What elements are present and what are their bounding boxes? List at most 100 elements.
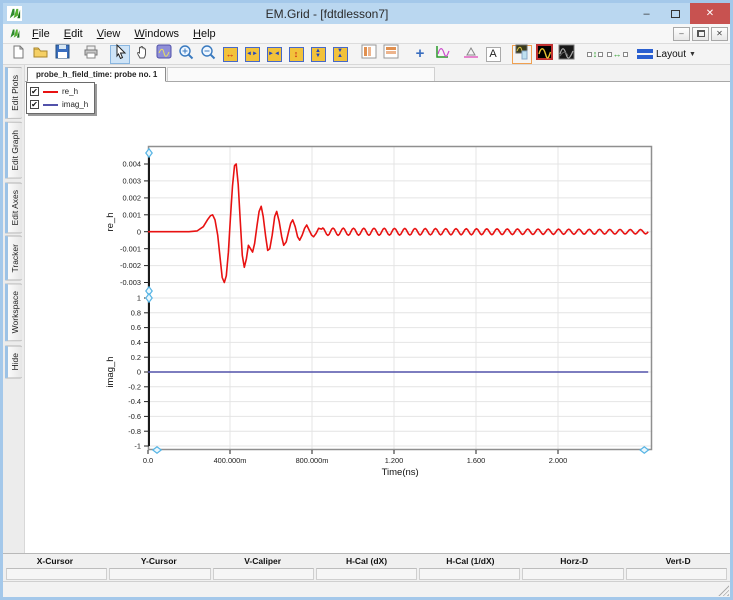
sidebar-tab-edit-axes[interactable]: Edit Axes	[5, 181, 22, 233]
tracker-field-label: X-Cursor	[36, 555, 74, 566]
sidebar-tab-workspace[interactable]: Workspace	[5, 283, 22, 342]
fit-vertical-button[interactable]: ↕	[585, 45, 605, 64]
toolbar-separator	[453, 45, 460, 64]
tracker-field-label: Y-Cursor	[140, 555, 177, 566]
hand-icon	[135, 44, 150, 64]
legend-checkbox-re_h[interactable]: ✔	[30, 87, 39, 96]
tracker-field-value	[212, 567, 314, 580]
series-re_h	[148, 163, 649, 284]
legend-item-re_h: ✔ re_h	[30, 85, 88, 98]
text-tool-button[interactable]: A	[483, 45, 503, 64]
x-tick-label: 1.200	[385, 456, 404, 465]
zoom-in-button[interactable]	[176, 44, 196, 65]
stretch-y-axis-button[interactable]: ▲ ▼	[308, 45, 328, 64]
expand-x-axis-button[interactable]: ↔	[220, 45, 240, 64]
minimize-button[interactable]: –	[643, 7, 650, 20]
save-file-button[interactable]	[52, 44, 72, 64]
tracker-field-value	[419, 567, 521, 580]
menu-windows[interactable]: Windows	[134, 27, 180, 40]
document-tabbar: probe_h_field_time: probe no. 1	[25, 65, 730, 82]
cross-icon: +	[415, 45, 425, 62]
toolbar-separator	[102, 45, 109, 64]
tracker-field-label: V-Caliper	[244, 555, 282, 566]
caliper-icon	[463, 44, 479, 64]
y-tick-label: 0.001	[123, 210, 142, 219]
y-tick-label: -0.2	[128, 382, 141, 391]
mdi-minimize-button[interactable]: –	[673, 26, 690, 41]
sidebar-tab-edit-graph[interactable]: Edit Graph	[5, 121, 22, 179]
x-tick-label: 1.600	[467, 456, 486, 465]
close-button[interactable]: ✕	[690, 3, 730, 24]
x-tick-label: 400.000m	[214, 456, 247, 465]
x-tick-label: 800.000m	[296, 456, 329, 465]
textA-icon: A	[485, 46, 501, 62]
expand-y-axis-button[interactable]: ↕	[286, 45, 306, 64]
y-tick-label: 1	[137, 294, 141, 303]
split-horizontal-button[interactable]	[381, 44, 401, 64]
sidebar-tab-edit-plots[interactable]: Edit Plots	[5, 67, 22, 119]
tracker-field-label: H-Cal (dX)	[345, 555, 388, 566]
splitv-icon	[361, 44, 377, 64]
document-icon	[10, 29, 20, 38]
y-tick-label: 0	[137, 227, 141, 236]
doc-tab-probe-h-field-time[interactable]: probe_h_field_time: probe no. 1	[27, 67, 167, 82]
sidebar-tabstrip: Edit Plots Edit Graph Edit Axes Tracker Work…	[3, 65, 25, 553]
axis-handle[interactable]	[151, 446, 163, 454]
compress-x-axis-button[interactable]: ►◄	[264, 45, 284, 64]
app-logo-icon	[7, 6, 22, 21]
xexpand-icon: ↔	[222, 46, 238, 62]
tracker-field-value	[522, 567, 624, 580]
stretch-x-axis-button[interactable]: ◄►	[242, 45, 262, 64]
maximize-icon	[671, 9, 680, 18]
fitv-icon: ↕	[586, 49, 604, 59]
print-button[interactable]	[81, 45, 101, 64]
curve-style-red-button[interactable]	[534, 43, 554, 65]
sidebar-tab-tracker[interactable]: Tracker	[5, 235, 22, 281]
select-tool-button[interactable]	[110, 43, 130, 64]
plot-canvas[interactable]: ✔ re_h ✔ imag_h 0.004 0.003 0.002 0.001 0 -0.001…	[25, 82, 730, 553]
split-vertical-button[interactable]	[359, 44, 379, 64]
legend-checkbox-imag_h[interactable]: ✔	[30, 100, 39, 109]
zoomout-icon	[200, 44, 216, 65]
crosshair-tool-button[interactable]: +	[410, 45, 430, 64]
mdi-restore-button[interactable]	[692, 26, 709, 41]
axis-handle[interactable]	[145, 292, 153, 304]
menu-file[interactable]: File	[32, 27, 50, 40]
menu-edit[interactable]: Edit	[63, 27, 83, 40]
caliper-tool-button[interactable]	[461, 45, 481, 64]
plot-region-style-button[interactable]	[512, 44, 532, 64]
open-file-button[interactable]	[30, 45, 50, 64]
page-icon	[10, 44, 26, 65]
axis-handle[interactable]	[639, 446, 650, 454]
compress-y-axis-button[interactable]: ▼ ▲	[330, 45, 350, 64]
fith-icon: ↔	[606, 49, 628, 59]
maximize-button[interactable]	[661, 3, 690, 24]
sidebar-tab-hide[interactable]: Hide	[5, 344, 22, 379]
tracker-field-label: H-Cal (1/dX)	[446, 555, 495, 566]
zoom-region-tool-button[interactable]	[154, 44, 174, 64]
pan-tool-button[interactable]	[132, 45, 152, 64]
menu-view[interactable]: View	[96, 27, 121, 40]
axis-handle[interactable]	[145, 147, 153, 159]
menu-help[interactable]: Help	[193, 27, 216, 40]
curve-style-dark-button[interactable]	[556, 44, 576, 64]
fit-horizontal-button[interactable]: ↔	[606, 45, 628, 64]
y-tick-label: 0.8	[131, 308, 141, 317]
menu-bar: File Edit View Windows Help – ✕	[3, 24, 730, 44]
y-tick-label: -1	[134, 442, 141, 451]
tracker-tool-button[interactable]	[432, 45, 452, 64]
curvered-icon	[535, 43, 553, 65]
layout-dropdown[interactable]: Layout ▼	[632, 48, 701, 61]
zoomin-icon	[178, 44, 194, 65]
mdi-close-button[interactable]: ✕	[711, 26, 728, 41]
resize-grip[interactable]	[718, 585, 729, 596]
zoom-out-button[interactable]	[198, 44, 218, 65]
x-tick-label: 2.000	[549, 456, 568, 465]
legend-label: re_h	[62, 87, 79, 96]
y-tick-label: -0.4	[128, 397, 141, 406]
new-file-button[interactable]	[8, 45, 28, 64]
y-axis-title: imag_h	[105, 356, 116, 387]
y-tick-label: 0.002	[123, 194, 142, 203]
toolbar-separator	[73, 45, 80, 64]
